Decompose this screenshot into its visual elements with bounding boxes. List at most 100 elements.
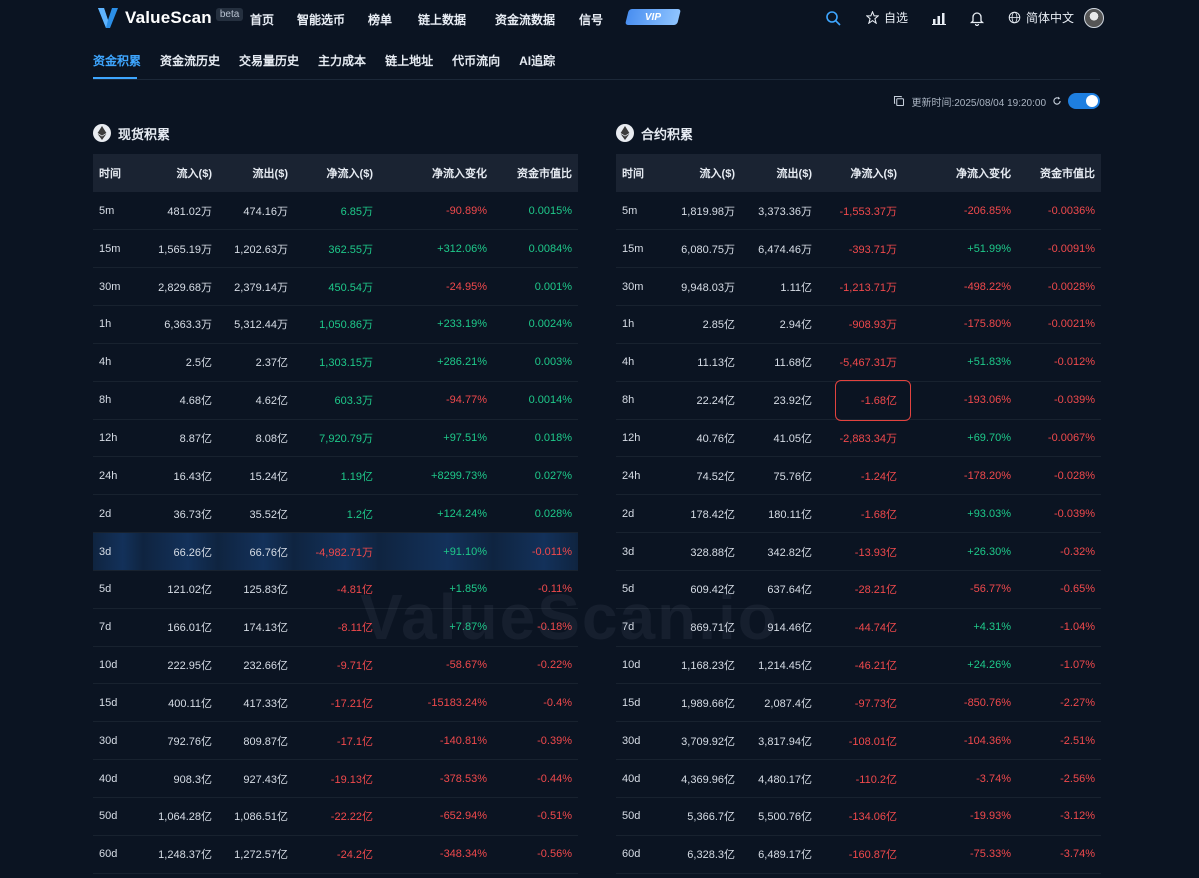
eth-icon xyxy=(616,124,634,142)
table-row[interactable]: 15m 6,080.75万 6,474.46万 -393.71万 +51.99% -0.0… xyxy=(616,229,1101,269)
tab-onchain-address[interactable]: 链上地址 xyxy=(385,54,434,68)
table-row[interactable]: 10d 1,168.23亿 1,214.45亿 -46.21亿 +24.26% -1.07… xyxy=(616,646,1101,685)
cell-net-inflow-change: +51.99% xyxy=(903,229,1017,269)
table-row[interactable]: 12h 40.76亿 41.05亿 -2,883.34万 +69.70% -0.0067% xyxy=(616,419,1101,458)
cell-net-inflow-change: +312.06% xyxy=(379,229,493,269)
cell-cap-ratio: -0.039% xyxy=(1017,494,1101,534)
chart-icon[interactable] xyxy=(931,10,947,26)
col-outflow[interactable]: 流出($) xyxy=(252,168,288,180)
tab-ai-tracking[interactable]: AI追踪 xyxy=(519,54,556,68)
table-row[interactable]: 50d 5,366.7亿 5,500.76亿 -134.06亿 -19.93% -3.12… xyxy=(616,797,1101,836)
table-row[interactable]: 40d 908.3亿 927.43亿 -19.13亿 -378.53% -0.44% xyxy=(93,759,578,798)
table-row[interactable]: 15d 400.11亿 417.33亿 -17.21亿 -15183.24% -0.4% xyxy=(93,683,578,723)
table-row[interactable]: 7d 869.71亿 914.46亿 -44.74亿 +4.31% -1.04% xyxy=(616,608,1101,647)
cell-net-inflow-change: +233.19% xyxy=(379,305,493,344)
nav-fund-flow-data[interactable]: 资金流数据 xyxy=(495,13,556,27)
cell-net-inflow-change: +97.51% xyxy=(379,419,493,458)
col-outflow[interactable]: 流出($) xyxy=(776,168,812,180)
col-net-inflow[interactable]: 净流入($) xyxy=(326,168,373,180)
table-row[interactable]: 4h 11.13亿 11.68亿 -5,467.31万 +51.83% -0.012% xyxy=(616,343,1101,382)
table-row[interactable]: 40d 4,369.96亿 4,480.17亿 -110.2亿 -3.74% -2.56% xyxy=(616,759,1101,798)
cell-cap-ratio: -2.56% xyxy=(1017,759,1101,798)
table-row[interactable]: 7d 166.01亿 174.13亿 -8.11亿 +7.87% -0.18% xyxy=(93,608,578,647)
vip-badge[interactable]: VIP xyxy=(625,9,681,25)
nav-smart-picks[interactable]: 智能选币 xyxy=(297,13,346,27)
cell-cap-ratio: -2.27% xyxy=(1017,683,1101,723)
cell-inflow: 908.3亿 xyxy=(143,759,218,798)
table-row[interactable]: 1h 2.85亿 2.94亿 -908.93万 -175.80% -0.0021% xyxy=(616,305,1101,344)
cell-inflow: 328.88亿 xyxy=(666,532,741,571)
table-row[interactable]: 3d 66.26亿 66.76亿 -4,982.71万 +91.10% -0.011% xyxy=(93,532,578,571)
cell-net-inflow-change: -175.80% xyxy=(903,305,1017,344)
table-row[interactable]: 3d 328.88亿 342.82亿 -13.93亿 +26.30% -0.32% xyxy=(616,532,1101,571)
table-row[interactable]: 15d 1,989.66亿 2,087.4亿 -97.73亿 -850.76% -2.27… xyxy=(616,683,1101,723)
auto-refresh-toggle[interactable] xyxy=(1068,93,1100,109)
table-row[interactable]: 15m 1,565.19万 1,202.63万 362.55万 +312.06% 0.00… xyxy=(93,229,578,269)
nav-home[interactable]: 首页 xyxy=(250,13,275,27)
copy-icon[interactable] xyxy=(893,95,905,107)
cell-net-inflow-change: -58.67% xyxy=(379,646,493,685)
cell-inflow: 1,989.66亿 xyxy=(666,683,741,723)
spot-title: 现货积累 xyxy=(118,126,171,142)
cell-outflow: 637.64亿 xyxy=(741,570,818,609)
table-row[interactable]: 60d 1,248.37亿 1,272.57亿 -24.2亿 -348.34% -0.56… xyxy=(93,835,578,874)
table-row[interactable]: 30m 2,829.68万 2,379.14万 450.54万 -24.95% 0.001… xyxy=(93,267,578,307)
nav-rankings[interactable]: 榜单 xyxy=(368,13,393,27)
language-selector[interactable]: 简体中文 xyxy=(1008,9,1074,26)
nav-onchain-data[interactable]: 链上数据 xyxy=(418,13,467,27)
table-row[interactable]: 4h 2.5亿 2.37亿 1,303.15万 +286.21% 0.003% xyxy=(93,343,578,382)
table-row[interactable]: 24h 16.43亿 15.24亿 1.19亿 +8299.73% 0.027% xyxy=(93,456,578,496)
table-row[interactable]: 50d 1,064.28亿 1,086.51亿 -22.22亿 -652.94% -0.5… xyxy=(93,797,578,836)
tab-fund-accumulation[interactable]: 资金积累 xyxy=(93,54,142,68)
col-net-inflow-change[interactable]: 净流入变化 xyxy=(432,168,487,180)
table-row[interactable]: 8h 22.24亿 23.92亿 -1.68亿 -193.06% -0.039% xyxy=(616,379,1101,420)
table-row[interactable]: 5m 1,819.98万 3,373.36万 -1,553.37万 -206.85% -0… xyxy=(616,192,1101,231)
cell-inflow: 74.52亿 xyxy=(666,456,741,496)
cell-time: 10d xyxy=(616,646,666,685)
refresh-icon[interactable] xyxy=(1052,96,1062,106)
table-row[interactable]: 8h 4.68亿 4.62亿 603.3万 -94.77% 0.0014% xyxy=(93,381,578,420)
table-row[interactable]: 5d 121.02亿 125.83亿 -4.81亿 +1.85% -0.11% xyxy=(93,570,578,609)
cell-outflow: 5,312.44万 xyxy=(218,305,294,344)
tab-token-flow[interactable]: 代币流向 xyxy=(452,54,501,68)
nav-signals[interactable]: 信号 xyxy=(579,13,604,27)
cell-inflow: 36.73亿 xyxy=(143,494,218,534)
cell-cap-ratio: -0.0021% xyxy=(1017,305,1101,344)
table-row[interactable]: 5m 481.02万 474.16万 6.85万 -90.89% 0.0015% xyxy=(93,192,578,231)
cell-outflow: 3,817.94亿 xyxy=(741,721,818,761)
cell-net-inflow: -4,982.71万 xyxy=(294,532,379,571)
cell-time: 12h xyxy=(616,419,666,458)
cell-time: 5d xyxy=(93,570,143,609)
cell-time: 12h xyxy=(93,419,143,458)
col-inflow[interactable]: 流入($) xyxy=(699,168,735,180)
beta-badge: beta xyxy=(215,7,244,21)
col-cap-ratio[interactable]: 资金市值比 xyxy=(517,168,572,180)
table-row[interactable]: 1h 6,363.3万 5,312.44万 1,050.86万 +233.19% 0.00… xyxy=(93,305,578,344)
col-net-inflow-change[interactable]: 净流入变化 xyxy=(956,168,1011,180)
avatar[interactable] xyxy=(1084,8,1104,28)
bell-icon[interactable] xyxy=(969,10,985,26)
tab-volume-history[interactable]: 交易量历史 xyxy=(239,54,300,68)
star-icon xyxy=(866,11,879,24)
table-row[interactable]: 2d 178.42亿 180.11亿 -1.68亿 +93.03% -0.039% xyxy=(616,494,1101,534)
top-nav-bar: ValueScan beta 首页 智能选币 榜单 链上数据 资金流数据 信号 … xyxy=(0,0,1199,38)
table-row[interactable]: 30d 792.76亿 809.87亿 -17.1亿 -140.81% -0.39% xyxy=(93,721,578,761)
cell-net-inflow-change: -193.06% xyxy=(903,381,1017,420)
cell-time: 7d xyxy=(93,608,143,647)
col-cap-ratio[interactable]: 资金市值比 xyxy=(1040,168,1095,180)
table-row[interactable]: 30d 3,709.92亿 3,817.94亿 -108.01亿 -104.36% -2.… xyxy=(616,721,1101,761)
logo[interactable]: ValueScan beta xyxy=(97,6,244,30)
search-icon[interactable] xyxy=(825,10,841,26)
col-net-inflow[interactable]: 净流入($) xyxy=(850,168,897,180)
favorites-button[interactable]: 自选 xyxy=(866,9,908,26)
table-row[interactable]: 12h 8.87亿 8.08亿 7,920.79万 +97.51% 0.018% xyxy=(93,419,578,458)
table-row[interactable]: 60d 6,328.3亿 6,489.17亿 -160.87亿 -75.33% -3.74… xyxy=(616,835,1101,874)
table-row[interactable]: 2d 36.73亿 35.52亿 1.2亿 +124.24% 0.028% xyxy=(93,494,578,534)
col-inflow[interactable]: 流入($) xyxy=(176,168,212,180)
table-row[interactable]: 10d 222.95亿 232.66亿 -9.71亿 -58.67% -0.22% xyxy=(93,646,578,685)
table-row[interactable]: 24h 74.52亿 75.76亿 -1.24亿 -178.20% -0.028% xyxy=(616,456,1101,496)
table-row[interactable]: 30m 9,948.03万 1.11亿 -1,213.71万 -498.22% -0.00… xyxy=(616,267,1101,307)
table-row[interactable]: 5d 609.42亿 637.64亿 -28.21亿 -56.77% -0.65% xyxy=(616,570,1101,609)
tab-fund-flow-history[interactable]: 资金流历史 xyxy=(160,54,221,68)
tab-main-cost[interactable]: 主力成本 xyxy=(318,54,367,68)
